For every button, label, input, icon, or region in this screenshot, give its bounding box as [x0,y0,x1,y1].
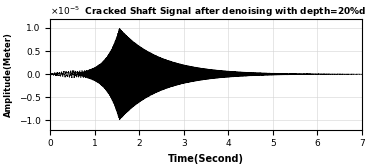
Y-axis label: Amplitude(Meter): Amplitude(Meter) [4,32,13,117]
X-axis label: Time(Second): Time(Second) [168,154,244,164]
Text: $\times10^{-5}$  Cracked Shaft Signal after denoising with depth=20%d: $\times10^{-5}$ Cracked Shaft Signal aft… [50,4,367,19]
